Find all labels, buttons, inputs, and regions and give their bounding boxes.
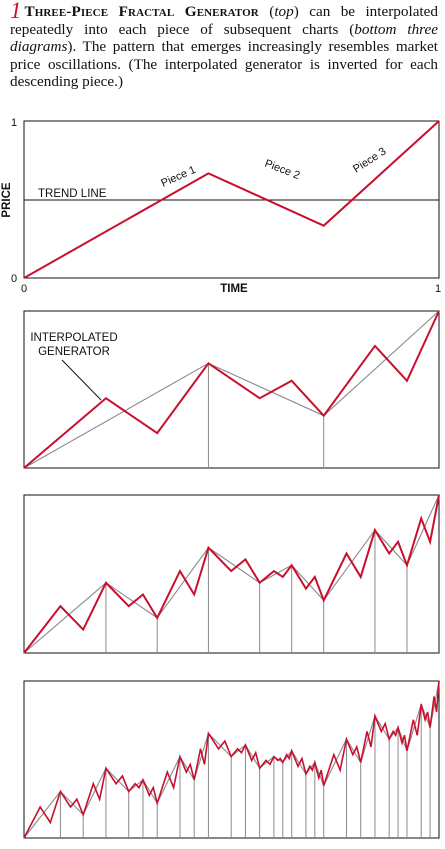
- figure-caption: 1 Three-Piece Fractal Generator (top) can…: [10, 0, 438, 91]
- caption-top-word: top: [274, 3, 294, 20]
- annotation-line-1: INTERPOLATED: [30, 332, 117, 344]
- iteration-1-frame: [23, 310, 440, 469]
- trend-line-label: TREND LINE: [38, 188, 107, 200]
- caption-heading: Three-Piece Fractal Generator: [24, 3, 259, 20]
- piece-1-label: Piece 1: [159, 164, 197, 190]
- caption-text-3: ). The pattern that emerges increasingly…: [10, 38, 438, 90]
- x-tick-right: 1: [435, 283, 441, 295]
- iteration-1-chart: INTERPOLATED GENERATOR: [23, 310, 440, 469]
- caption-text-1: (: [258, 3, 275, 20]
- generator-chart: TREND LINE Piece 1 Piece 2 Piece 3 PRICE…: [1, 117, 441, 295]
- annotation-line-2: GENERATOR: [38, 346, 110, 358]
- iteration-1-plot: [23, 310, 440, 469]
- iteration-2-chart: [23, 494, 440, 654]
- iteration-3-plot: [23, 680, 440, 839]
- y-tick-bottom: 0: [11, 273, 17, 285]
- caption-text-2: ) can be interpolated repeatedly into ea…: [10, 3, 438, 38]
- annotation-pointer: [61, 359, 102, 401]
- piece-2-label: Piece 2: [263, 158, 302, 182]
- caption-bottom-words: bottom three diagrams: [10, 20, 438, 56]
- fractal-line: [23, 120, 440, 279]
- previous-level-line: [23, 494, 440, 654]
- y-axis-label: PRICE: [1, 182, 13, 217]
- x-tick-left: 0: [21, 283, 27, 295]
- iteration-2-frame: [23, 494, 440, 654]
- fractal-line: [23, 680, 440, 839]
- iteration-2-plot: [23, 494, 440, 654]
- x-axis-label: TIME: [220, 283, 248, 295]
- fractal-line: [23, 310, 440, 469]
- generator-plot: [23, 120, 440, 279]
- y-tick-top: 1: [11, 117, 17, 129]
- fractal-line: [23, 494, 440, 654]
- figure-number: 1: [10, 0, 22, 23]
- previous-level-line: [23, 310, 440, 469]
- iteration-3-chart: [23, 680, 440, 839]
